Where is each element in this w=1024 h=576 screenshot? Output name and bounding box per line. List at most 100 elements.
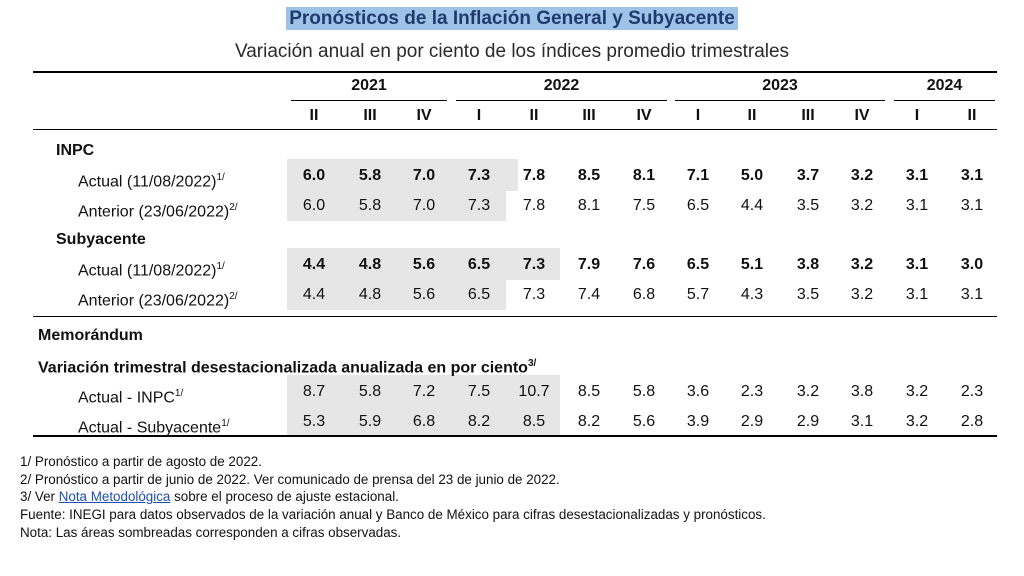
table-cell: 3.1 bbox=[960, 167, 984, 184]
section-memo: Memorándum bbox=[38, 327, 143, 344]
table-subtitle: Variación anual en por ciento de los índ… bbox=[234, 41, 790, 62]
quarter-header: II bbox=[747, 107, 757, 124]
quarter-header: II bbox=[967, 107, 977, 124]
table-cell: 7.9 bbox=[577, 256, 601, 273]
table-cell: 3.1 bbox=[850, 413, 874, 430]
table-cell: 7.6 bbox=[632, 256, 656, 273]
table-cell: 6.8 bbox=[632, 286, 656, 303]
quarter-header: IV bbox=[854, 107, 870, 124]
table-cell: 8.2 bbox=[577, 413, 601, 430]
table-cell: 3.1 bbox=[905, 167, 929, 184]
quarter-header: I bbox=[476, 107, 482, 124]
quarter-header: IV bbox=[636, 107, 652, 124]
quarter-header: I bbox=[914, 107, 920, 124]
quarter-header: II bbox=[529, 107, 539, 124]
table-cell: 3.2 bbox=[905, 383, 929, 400]
table-cell: 8.1 bbox=[577, 197, 601, 214]
table-cell: 8.2 bbox=[467, 413, 491, 430]
footnote-3: 3/ Ver Nota Metodológica sobre el proces… bbox=[20, 489, 399, 505]
table-cell: 7.3 bbox=[522, 286, 546, 303]
table-cell: 4.8 bbox=[358, 256, 382, 273]
table-cell: 6.5 bbox=[467, 256, 491, 273]
table-cell: 3.1 bbox=[905, 197, 929, 214]
section-memo-sub: Variación trimestral desestacionalizada … bbox=[38, 358, 537, 377]
table-cell: 6.0 bbox=[302, 167, 326, 184]
table-cell: 3.2 bbox=[850, 256, 874, 273]
table-cell: 5.7 bbox=[686, 286, 710, 303]
table-cell: 7.8 bbox=[522, 167, 546, 184]
table-cell: 3.2 bbox=[905, 413, 929, 430]
table-cell: 3.6 bbox=[686, 383, 710, 400]
shade-sub-prev bbox=[287, 280, 506, 310]
table-cell: 5.9 bbox=[358, 413, 382, 430]
table-cell: 3.1 bbox=[905, 286, 929, 303]
table-cell: 5.6 bbox=[412, 286, 436, 303]
table-cell: 3.2 bbox=[850, 167, 874, 184]
table-cell: 8.1 bbox=[632, 167, 656, 184]
table-cell: 6.5 bbox=[686, 256, 710, 273]
table-cell: 7.3 bbox=[467, 197, 491, 214]
table-cell: 4.8 bbox=[358, 286, 382, 303]
table-cell: 4.4 bbox=[740, 197, 764, 214]
table-cell: 8.7 bbox=[302, 383, 326, 400]
table-cell: 7.5 bbox=[632, 197, 656, 214]
table-cell: 2.9 bbox=[796, 413, 820, 430]
table-cell: 3.8 bbox=[796, 256, 820, 273]
table-cell: 3.2 bbox=[796, 383, 820, 400]
row-label: Actual (11/08/2022)1/ bbox=[78, 261, 225, 280]
quarter-header: I bbox=[695, 107, 701, 124]
row-label: Actual - INPC1/ bbox=[78, 388, 184, 407]
table-cell: 5.3 bbox=[302, 413, 326, 430]
table-cell: 7.1 bbox=[686, 167, 710, 184]
table-cell: 5.6 bbox=[632, 413, 656, 430]
table-cell: 3.7 bbox=[796, 167, 820, 184]
table-cell: 8.5 bbox=[522, 413, 546, 430]
table-cell: 4.4 bbox=[302, 286, 326, 303]
section-subyacente: Subyacente bbox=[56, 231, 146, 248]
table-cell: 3.1 bbox=[905, 256, 929, 273]
header-rule bbox=[33, 129, 997, 130]
table-cell: 5.6 bbox=[412, 256, 436, 273]
quarter-header: IV bbox=[416, 107, 432, 124]
table-cell: 6.0 bbox=[302, 197, 326, 214]
table-cell: 5.8 bbox=[358, 197, 382, 214]
row-label: Actual (11/08/2022)1/ bbox=[78, 172, 225, 191]
table-cell: 7.5 bbox=[467, 383, 491, 400]
year-underline bbox=[291, 100, 447, 101]
table-cell: 4.3 bbox=[740, 286, 764, 303]
section-inpc: INPC bbox=[56, 142, 95, 159]
table-cell: 6.5 bbox=[467, 286, 491, 303]
table-cell: 2.9 bbox=[740, 413, 764, 430]
year-underline bbox=[675, 100, 885, 101]
table-title: Pronósticos de la Inflación General y Su… bbox=[0, 7, 1024, 30]
table-cell: 7.8 bbox=[522, 197, 546, 214]
table-cell: 3.2 bbox=[850, 197, 874, 214]
row-label: Actual - Subyacente1/ bbox=[78, 418, 230, 437]
row-label: Anterior (23/06/2022)2/ bbox=[78, 291, 238, 310]
table-cell: 3.9 bbox=[686, 413, 710, 430]
table-cell: 3.1 bbox=[960, 197, 984, 214]
nota-metodologica-link[interactable]: Nota Metodológica bbox=[58, 489, 171, 505]
table-cell: 2.3 bbox=[960, 383, 984, 400]
table-cell: 3.2 bbox=[850, 286, 874, 303]
quarter-header: III bbox=[582, 107, 596, 124]
quarter-header: III bbox=[801, 107, 815, 124]
year-underline bbox=[456, 100, 667, 101]
footnote-fuente: Fuente: INEGI para datos observados de l… bbox=[20, 507, 766, 523]
table-cell: 6.8 bbox=[412, 413, 436, 430]
table-cell: 3.8 bbox=[850, 383, 874, 400]
table-cell: 7.0 bbox=[412, 167, 436, 184]
quarter-header: III bbox=[363, 107, 377, 124]
table-cell: 4.4 bbox=[302, 256, 326, 273]
footnotes: 1/ Pronóstico a partir de agosto de 2022… bbox=[20, 453, 766, 542]
table-cell: 8.5 bbox=[577, 383, 601, 400]
section-rule bbox=[33, 316, 997, 317]
table-cell: 3.0 bbox=[960, 256, 984, 273]
table-cell: 7.2 bbox=[412, 383, 436, 400]
table-cell: 7.3 bbox=[467, 167, 491, 184]
shade-sub bbox=[287, 248, 560, 280]
quarter-header: II bbox=[309, 107, 319, 124]
table-cell: 5.8 bbox=[632, 383, 656, 400]
table-cell: 2.3 bbox=[740, 383, 764, 400]
table-cell: 5.1 bbox=[740, 256, 764, 273]
